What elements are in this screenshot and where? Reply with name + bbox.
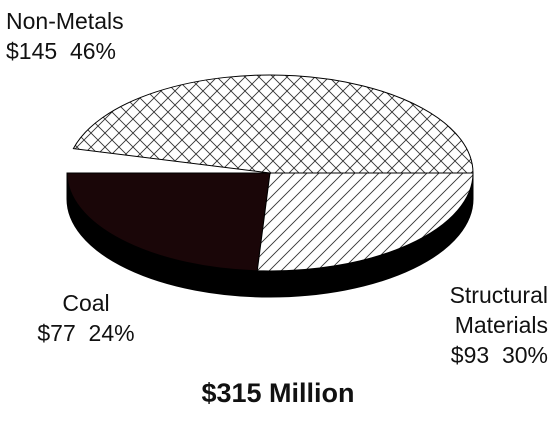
label-non-metals: Non-Metals $145 46% xyxy=(6,6,124,66)
label-coal: Coal $77 24% xyxy=(16,288,156,348)
label-structural-line1: Structural xyxy=(449,282,548,308)
label-coal-values: $77 24% xyxy=(16,318,156,348)
label-structural-percent: 30% xyxy=(501,342,548,368)
label-structural-value: $93 xyxy=(450,342,490,368)
label-non-metals-values: $145 46% xyxy=(6,36,124,66)
label-non-metals-percent: 46% xyxy=(69,38,116,64)
slice-structural-materials xyxy=(256,172,474,272)
slice-non-metals xyxy=(72,74,474,174)
label-structural-materials: Structural Materials $93 30% xyxy=(450,280,548,370)
label-structural-line2: Materials xyxy=(454,312,548,338)
label-non-metals-name: Non-Metals xyxy=(6,8,124,34)
label-coal-percent: 24% xyxy=(88,320,135,346)
slice-coal xyxy=(66,172,271,272)
label-coal-name: Coal xyxy=(62,290,110,316)
chart-total: $315 Million xyxy=(201,378,355,408)
label-non-metals-value: $145 xyxy=(6,38,58,64)
label-structural-values: $93 30% xyxy=(450,340,548,370)
label-coal-value: $77 xyxy=(37,320,76,346)
